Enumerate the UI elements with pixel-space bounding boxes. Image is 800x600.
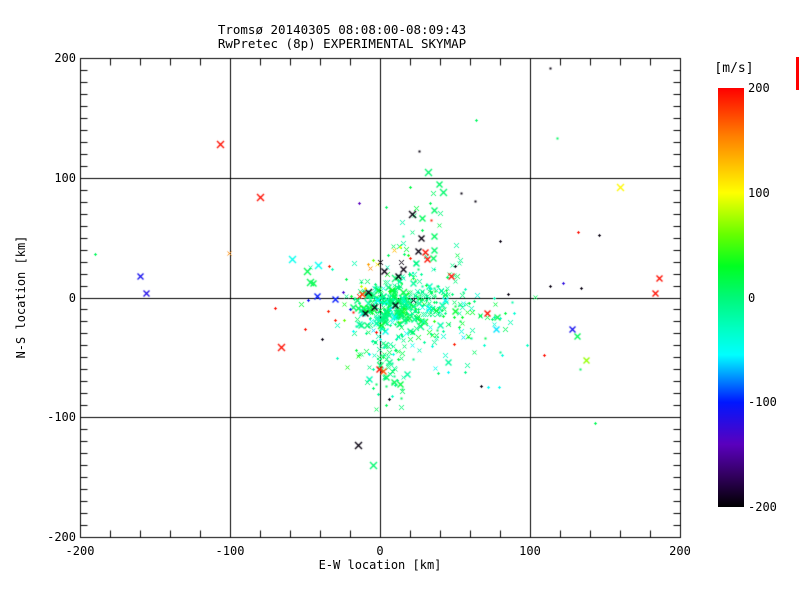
y-tick-label: 200 (54, 51, 76, 65)
colorbar-gradient (718, 88, 744, 507)
y-tick-label: 100 (54, 170, 76, 185)
colorbar-tick-label: -100 (748, 395, 777, 410)
colorbar-unit-label: [m/s] (714, 61, 754, 76)
x-tick-label: 100 (519, 544, 541, 558)
x-tick-label: 200 (669, 544, 691, 558)
colorbar-tick-label: 200 (748, 81, 770, 95)
y-tick-label: -200 (47, 530, 76, 544)
y-tick-label: -100 (47, 410, 76, 425)
colorbar-tick-label: 100 (748, 185, 770, 200)
colorbar-tick-label: 0 (748, 290, 756, 305)
x-tick-label: -200 (65, 544, 95, 558)
x-axis-label: E-W location [km] (318, 558, 442, 572)
red-edge-mark (796, 57, 799, 90)
x-tick-label: -100 (215, 544, 245, 558)
y-tick-label: 0 (68, 290, 76, 305)
colorbar-tick-label: -200 (748, 500, 777, 514)
x-tick-label: 0 (376, 544, 384, 558)
